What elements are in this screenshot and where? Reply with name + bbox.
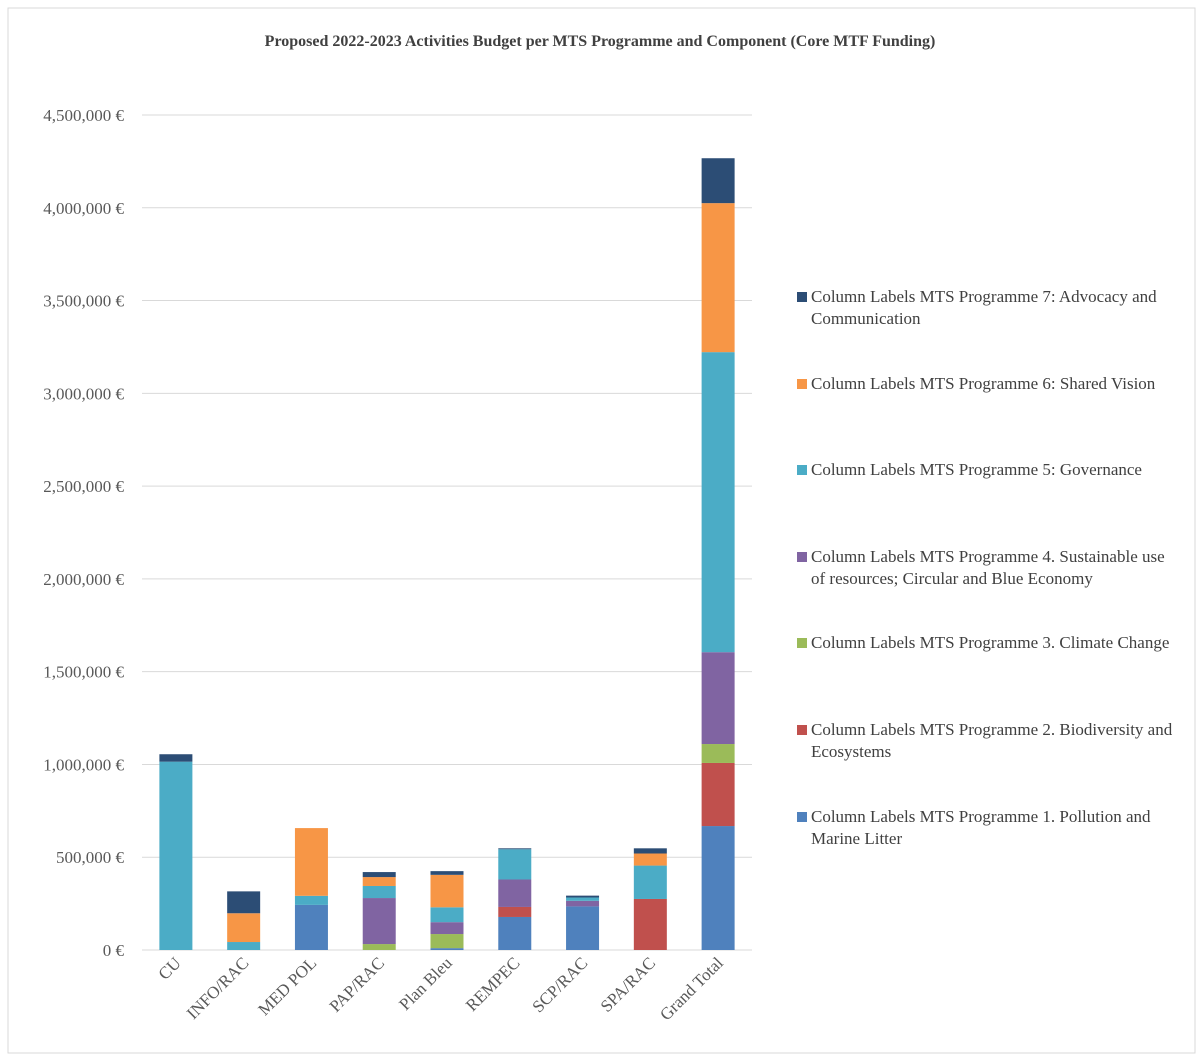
y-tick-label: 3,500,000 €	[43, 292, 124, 311]
legend-label: Column Labels MTS Programme 4. Sustainab…	[811, 546, 1165, 588]
legend-swatch	[797, 725, 807, 735]
y-tick-label: 4,500,000 €	[43, 106, 124, 125]
bar-segment	[498, 849, 532, 880]
legend-item: Column Labels MTS Programme 7: Advocacy …	[797, 286, 1177, 330]
bar-segment	[227, 891, 261, 914]
legend-swatch	[797, 465, 807, 476]
bar-segment	[362, 877, 396, 886]
legend-label: Column Labels MTS Programme 7: Advocacy …	[811, 287, 1157, 328]
bar-segment	[498, 916, 532, 950]
bar-segment	[701, 158, 735, 204]
legend-item: Column Labels MTS Programme 6: Shared Vi…	[797, 373, 1177, 395]
legend-label: Column Labels MTS Programme 2. Biodivers…	[811, 720, 1173, 761]
bar-segment	[362, 885, 396, 899]
y-tick-label: 0 €	[103, 941, 125, 960]
legend-item: Column Labels MTS Programme 1. Pollution…	[797, 806, 1177, 850]
bar-segment	[701, 352, 735, 653]
bar-segment	[498, 906, 532, 917]
bar-segment	[633, 848, 667, 854]
bar-segment	[633, 898, 667, 950]
bar-segment	[294, 895, 328, 905]
bar-segment	[701, 744, 735, 763]
legend-label: Column Labels MTS Programme 3. Climate C…	[811, 633, 1170, 653]
bar-segment	[294, 828, 328, 896]
bar-segment	[566, 900, 600, 907]
bar-segment	[294, 904, 328, 950]
y-tick-label: 500,000 €	[56, 848, 125, 867]
legend-item: Column Labels MTS Programme 2. Biodivers…	[797, 719, 1177, 763]
y-tick-label: 3,000,000 €	[43, 384, 124, 403]
legend-swatch	[797, 378, 807, 389]
legend-swatch	[797, 551, 807, 562]
y-tick-label: 1,000,000 €	[43, 755, 124, 774]
bar-segment	[430, 948, 464, 950]
legend-swatch	[797, 638, 807, 649]
bar-segment	[159, 761, 193, 950]
legend-label: Column Labels MTS Programme 6: Shared Vi…	[811, 373, 1156, 393]
chart-title: Proposed 2022-2023 Activities Budget per…	[265, 33, 936, 50]
bar-segment	[362, 898, 396, 945]
bar-segment	[498, 848, 532, 850]
bar-segment	[701, 652, 735, 745]
bar-segment	[362, 944, 396, 950]
bar-segment	[498, 879, 532, 907]
bar-segment	[227, 942, 261, 950]
legend-item: Column Labels MTS Programme 3. Climate C…	[797, 632, 1177, 654]
y-tick-label: 4,000,000 €	[43, 199, 124, 218]
y-tick-label: 2,000,000 €	[43, 570, 124, 589]
legend-label: Column Labels MTS Programme 1. Pollution…	[811, 806, 1151, 848]
legend-item: Column Labels MTS Programme 4. Sustainab…	[797, 546, 1177, 590]
bar-segment	[362, 872, 396, 878]
bar-segment	[430, 871, 464, 875]
bar-segment	[430, 922, 464, 935]
bar-segment	[701, 203, 735, 353]
bar-segment	[633, 865, 667, 899]
bar-segment	[430, 907, 464, 923]
legend-swatch	[797, 292, 807, 302]
bar-segment	[701, 762, 735, 827]
y-tick-label: 1,500,000 €	[43, 663, 124, 682]
bar-segment	[227, 913, 261, 943]
bar-segment	[566, 897, 600, 901]
bar-segment	[566, 895, 600, 898]
bar-segment	[430, 934, 464, 949]
bar-segment	[633, 853, 667, 866]
bar-segment	[430, 874, 464, 908]
bar-segment	[159, 754, 193, 762]
legend-item: Column Labels MTS Programme 5: Governanc…	[797, 459, 1177, 481]
bar-segment	[566, 906, 600, 950]
legend-label: Column Labels MTS Programme 5: Governanc…	[811, 460, 1142, 480]
y-tick-label: 2,500,000 €	[43, 477, 124, 496]
chart-frame	[7, 7, 1196, 1054]
bar-segment	[701, 826, 735, 950]
legend-swatch	[797, 811, 807, 822]
